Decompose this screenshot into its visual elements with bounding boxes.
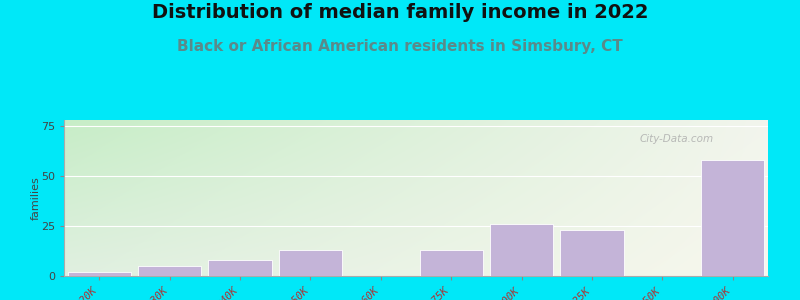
Bar xyxy=(278,250,342,276)
Text: Black or African American residents in Simsbury, CT: Black or African American residents in S… xyxy=(177,39,623,54)
Bar xyxy=(419,250,483,276)
Bar xyxy=(701,160,765,276)
Bar xyxy=(560,230,624,276)
Bar xyxy=(67,272,131,276)
Text: City-Data.com: City-Data.com xyxy=(639,134,714,144)
Bar xyxy=(208,260,272,276)
Bar xyxy=(490,224,554,276)
Text: Distribution of median family income in 2022: Distribution of median family income in … xyxy=(152,3,648,22)
Y-axis label: families: families xyxy=(30,176,40,220)
Bar xyxy=(138,266,202,276)
